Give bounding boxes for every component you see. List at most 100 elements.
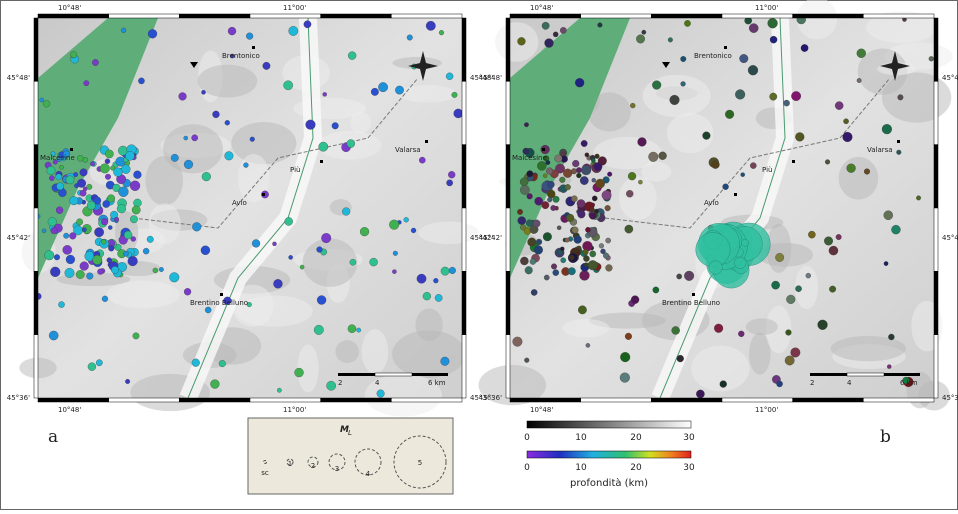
relief — [198, 65, 258, 98]
event — [133, 171, 141, 179]
event — [350, 259, 356, 265]
event — [563, 169, 572, 178]
event — [524, 358, 529, 363]
event — [553, 32, 558, 37]
event — [159, 267, 163, 271]
relief — [839, 157, 879, 200]
place-name: Brentonico — [222, 52, 260, 60]
frame — [506, 81, 510, 144]
event — [734, 257, 746, 269]
event — [87, 184, 93, 190]
event — [105, 159, 110, 164]
lon-label: 10°48' — [530, 4, 553, 12]
frame — [510, 398, 581, 402]
frame — [581, 398, 652, 402]
colorbar-tick: 20 — [630, 463, 642, 473]
event — [132, 206, 140, 214]
event — [581, 165, 591, 175]
event — [631, 296, 639, 304]
event — [356, 328, 360, 332]
event — [544, 275, 549, 280]
event — [884, 211, 893, 220]
event — [40, 98, 44, 102]
event — [448, 171, 455, 178]
event — [720, 381, 727, 388]
frame — [934, 335, 938, 398]
event — [184, 136, 188, 140]
event — [117, 204, 126, 213]
event — [576, 173, 581, 178]
lat-label: 45°36' — [479, 394, 502, 402]
event — [114, 217, 119, 222]
frame — [321, 398, 392, 402]
event — [73, 172, 77, 176]
event — [595, 179, 604, 188]
scale-label: 2 — [338, 379, 342, 387]
event — [546, 168, 553, 175]
colorbar-label: profondità (km) — [570, 477, 648, 489]
event — [711, 161, 719, 169]
relief — [335, 340, 359, 363]
event — [531, 289, 537, 295]
frame — [722, 14, 793, 18]
event — [768, 18, 778, 28]
event — [806, 273, 811, 278]
town-marker — [692, 293, 695, 296]
event — [543, 174, 547, 178]
event — [527, 171, 534, 178]
event — [518, 37, 526, 45]
event — [125, 151, 134, 160]
event — [588, 260, 598, 270]
event — [130, 215, 138, 223]
colorbar-tick: 10 — [575, 463, 587, 473]
town-marker — [542, 148, 545, 151]
event — [101, 239, 106, 244]
event — [557, 250, 562, 255]
event — [670, 95, 680, 105]
event — [561, 258, 566, 263]
event — [395, 86, 403, 94]
event — [580, 270, 590, 280]
event — [770, 93, 777, 100]
event — [738, 331, 744, 337]
event — [92, 59, 98, 65]
scale-label: 6 km — [900, 379, 918, 387]
frame — [462, 18, 466, 81]
event — [108, 226, 112, 230]
event — [605, 264, 612, 271]
event — [642, 30, 646, 34]
event — [677, 355, 684, 362]
frame — [179, 14, 250, 18]
event — [572, 227, 579, 234]
event — [638, 180, 642, 184]
legend-size: sc — [261, 469, 269, 477]
event — [42, 229, 46, 233]
event — [123, 251, 128, 256]
event — [825, 160, 830, 165]
event — [201, 246, 210, 255]
event — [102, 296, 108, 302]
event — [843, 119, 848, 124]
event — [536, 239, 542, 245]
event — [348, 325, 356, 333]
lon-label: 11°00' — [283, 4, 306, 12]
event — [638, 138, 647, 147]
town-marker — [724, 46, 727, 49]
colorbar-tick: 0 — [524, 433, 530, 443]
scale-label: 2 — [810, 379, 814, 387]
event — [709, 261, 723, 275]
lon-label: 11°00' — [755, 4, 778, 12]
event — [771, 281, 779, 289]
event — [524, 122, 528, 126]
lat-label: 45°48' — [479, 74, 502, 82]
relief — [231, 122, 296, 164]
event — [891, 225, 900, 234]
event — [332, 122, 339, 129]
event — [84, 80, 89, 85]
event — [896, 150, 901, 155]
event — [184, 160, 193, 169]
frame — [510, 14, 581, 18]
event — [735, 90, 745, 100]
event — [565, 184, 571, 190]
scale-bar — [375, 373, 412, 376]
